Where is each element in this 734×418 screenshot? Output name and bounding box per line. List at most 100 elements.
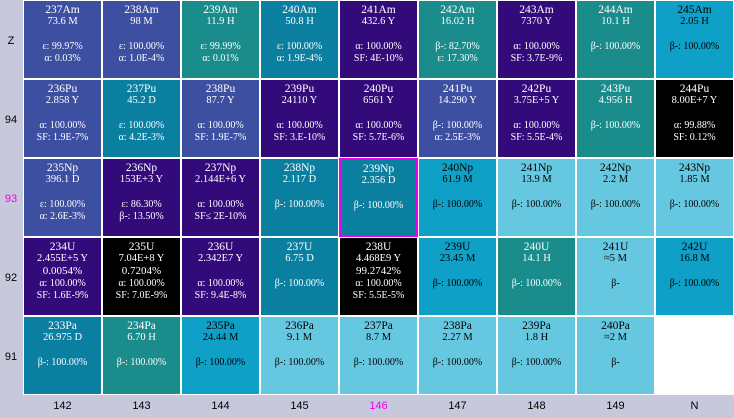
nuclide-name: 245Am bbox=[677, 4, 712, 16]
decay-mode-1: ε: 100.00% bbox=[276, 41, 323, 52]
decay-mode-1: α: 100.00% bbox=[39, 278, 86, 289]
nuclide-cell[interactable]: 237Pa 8.7 M β-: 100.00% bbox=[339, 316, 418, 395]
nuclide-name: 239Pa bbox=[522, 320, 551, 332]
nuclide-cell[interactable]: 240Pa ≈2 M β- bbox=[576, 316, 655, 395]
nuclide-cell[interactable]: 235Pa 24.44 M β-: 100.00% bbox=[181, 316, 260, 395]
nuclide-cell[interactable]: 234U 2.455E+5 Y 0.0054% α: 100.00% SF: 1.6E-… bbox=[23, 237, 102, 316]
decay-mode-1: α: 100.00% bbox=[355, 41, 402, 52]
nuclide-name: 238Pa bbox=[443, 320, 472, 332]
decay-mode-1: ε: 100.00% bbox=[118, 41, 165, 52]
nuclide-cell[interactable]: 238Pu 87.7 Y α: 100.00% SF: 1.9E-7% bbox=[181, 79, 260, 158]
decay-mode-1: α: 100.00% bbox=[118, 278, 165, 289]
decay-mode-1: β- bbox=[611, 278, 620, 289]
nuclide-cell[interactable]: 239Pa 1.8 H β-: 100.00% bbox=[497, 316, 576, 395]
nuclide-cell[interactable]: 241Pu 14.290 Y β-: 100.00% α: 2.5E-3% bbox=[418, 79, 497, 158]
half-life: 16.02 H bbox=[440, 16, 475, 27]
decay-mode-2: SF: 0.12% bbox=[673, 132, 716, 143]
nuclide-cell[interactable]: 240Np 61.9 M β-: 100.00% bbox=[418, 158, 497, 237]
nuclide-cell[interactable]: 236Np 153E+3 Y ε: 86.30% β-: 13.50% bbox=[102, 158, 181, 237]
decay-mode-1: α: 100.00% bbox=[197, 120, 244, 131]
nuclide-cell[interactable]: 244Pu 8.00E+7 Y α: 99.88% SF: 0.12% bbox=[655, 79, 734, 158]
nuclide-cell[interactable]: 237U 6.75 D β-: 100.00% bbox=[260, 237, 339, 316]
nuclide-cell[interactable]: 242U 16.8 M β-: 100.00% bbox=[655, 237, 734, 316]
abundance: 0.7204% bbox=[121, 265, 162, 277]
nuclide-cell[interactable]: 241Np 13.9 M β-: 100.00% bbox=[497, 158, 576, 237]
nuclide-cell[interactable]: 244Am 10.1 H β-: 100.00% bbox=[576, 0, 655, 79]
nuclide-cell[interactable]: 237Am 73.6 M ε: 99.97% α: 0.03% bbox=[23, 0, 102, 79]
nuclide-name: 235Np bbox=[46, 162, 79, 174]
half-life: ≈5 M bbox=[604, 253, 627, 264]
column-label: 144 bbox=[211, 400, 230, 412]
decay-mode-2: SF: 4E-10% bbox=[353, 53, 404, 64]
nuclide-name: 239Pu bbox=[284, 83, 315, 95]
nuclide-cell[interactable]: 235Np 396.1 D ε: 100.00% α: 2.6E-3% bbox=[23, 158, 102, 237]
decay-mode-1: ε: 99.97% bbox=[42, 41, 83, 52]
half-life: 1.8 H bbox=[524, 332, 549, 343]
nuclide-name: 236Pu bbox=[47, 83, 78, 95]
nuclide-name: 240Pa bbox=[601, 320, 630, 332]
nuclide-name: 242Am bbox=[440, 4, 475, 16]
decay-mode-1: α: 100.00% bbox=[513, 120, 560, 131]
half-life: 1.85 M bbox=[679, 174, 710, 185]
nuclide-cell[interactable]: 237Np 2.144E+6 Y α: 100.00% SF≤ 2E-10% bbox=[181, 158, 260, 237]
nuclide-cell[interactable]: 236Pa 9.1 M β-: 100.00% bbox=[260, 316, 339, 395]
nuclide-name: 236Pa bbox=[285, 320, 314, 332]
nuclide-cell[interactable]: 238Pa 2.27 M β-: 100.00% bbox=[418, 316, 497, 395]
nuclide-cell[interactable]: 243Np 1.85 M β-: 100.00% bbox=[655, 158, 734, 237]
nuclide-cell[interactable]: 243Pu 4.956 H β-: 100.00% bbox=[576, 79, 655, 158]
row-label: 91 bbox=[4, 351, 18, 363]
nuclide-cell[interactable]: 236Pu 2.858 Y α: 100.00% SF: 1.9E-7% bbox=[23, 79, 102, 158]
decay-mode-1: α: 100.00% bbox=[355, 120, 402, 131]
nuclide-cell[interactable]: 240Am 50.8 H ε: 100.00% α: 1.9E-4% bbox=[260, 0, 339, 79]
nuclide-name: 243Am bbox=[519, 4, 554, 16]
nuclide-cell[interactable]: 239U 23.45 M β-: 100.00% bbox=[418, 237, 497, 316]
nuclide-name: 235Pa bbox=[206, 320, 235, 332]
nuclide-cell[interactable]: 237Pu 45.2 D ε: 100.00% α: 4.2E-3% bbox=[102, 79, 181, 158]
nuclide-name: 240Pu bbox=[363, 83, 394, 95]
abundance: 0.0054% bbox=[42, 265, 83, 277]
nuclide-cell[interactable]: 239Np 2.356 D β-: 100.00% bbox=[339, 158, 418, 237]
decay-mode-1: β-: 100.00% bbox=[274, 199, 325, 210]
column-label: 148 bbox=[527, 400, 546, 412]
decay-mode-1: β-: 100.00% bbox=[590, 199, 641, 210]
nuclide-cell[interactable]: 238Am 98 M ε: 100.00% α: 1.0E-4% bbox=[102, 0, 181, 79]
nuclide-cell[interactable]: 242Am 16.02 H β-: 82.70% ε: 17.30% bbox=[418, 0, 497, 79]
nuclide-cell[interactable]: 245Am 2.05 H β-: 100.00% bbox=[655, 0, 734, 79]
nuclide-name: 233Pa bbox=[48, 320, 77, 332]
nuclide-cell[interactable]: 235U 7.04E+8 Y 0.7204% α: 100.00% SF: 7.0E-9… bbox=[102, 237, 181, 316]
nuclide-cell[interactable]: 238U 4.468E9 Y 99.2742% α: 100.00% SF: 5.5E-… bbox=[339, 237, 418, 316]
abundance: 99.2742% bbox=[356, 265, 401, 277]
nuclide-cell[interactable]: 242Np 2.2 M β-: 100.00% bbox=[576, 158, 655, 237]
nuclide-cell[interactable]: 241U ≈5 M β- bbox=[576, 237, 655, 316]
column-label: 145 bbox=[290, 400, 309, 412]
nuclide-cell[interactable]: 240U 14.1 H β-: 100.00% bbox=[497, 237, 576, 316]
half-life: 73.6 M bbox=[47, 16, 78, 27]
nuclide-cell[interactable]: 239Am 11.9 H ε: 99.99% α: 0.01% bbox=[181, 0, 260, 79]
column-label: 147 bbox=[448, 400, 467, 412]
nuclide-name: 240Np bbox=[441, 162, 474, 174]
half-life: 2.356 D bbox=[361, 175, 396, 186]
nuclide-name: 237Pu bbox=[126, 83, 157, 95]
column-label: 146 bbox=[369, 400, 388, 412]
nuclide-cell[interactable]: 243Am 7370 Y α: 100.00% SF: 3.7E-9% bbox=[497, 0, 576, 79]
half-life: 24110 Y bbox=[281, 95, 318, 106]
empty-cell bbox=[655, 316, 734, 395]
nuclide-name: 243Pu bbox=[600, 83, 631, 95]
nuclide-cell[interactable]: 241Am 432.6 Y α: 100.00% SF: 4E-10% bbox=[339, 0, 418, 79]
decay-mode-2: SF: 5.5E-5% bbox=[352, 290, 405, 301]
half-life: 87.7 Y bbox=[206, 95, 235, 106]
nuclide-cell[interactable]: 242Pu 3.75E+5 Y α: 100.00% SF: 5.5E-4% bbox=[497, 79, 576, 158]
nuclide-cell[interactable]: 238Np 2.117 D β-: 100.00% bbox=[260, 158, 339, 237]
nuclide-cell[interactable]: 239Pu 24110 Y α: 100.00% SF: 3.E-10% bbox=[260, 79, 339, 158]
decay-mode-1: β-: 100.00% bbox=[669, 41, 720, 52]
decay-mode-1: β-: 100.00% bbox=[353, 357, 404, 368]
nuclide-cell[interactable]: 236U 2.342E7 Y α: 100.00% SF: 9.4E-8% bbox=[181, 237, 260, 316]
nuclide-cell[interactable]: 233Pa 26.975 D β-: 100.00% bbox=[23, 316, 102, 395]
half-life: 2.2 M bbox=[602, 174, 629, 185]
half-life: 2.455E+5 Y bbox=[36, 253, 89, 264]
column-label: 143 bbox=[132, 400, 151, 412]
decay-mode-1: β-: 100.00% bbox=[669, 278, 720, 289]
decay-mode-2: α: 4.2E-3% bbox=[118, 132, 165, 143]
nuclide-cell[interactable]: 234Pa 6.70 H β-: 100.00% bbox=[102, 316, 181, 395]
nuclide-cell[interactable]: 240Pu 6561 Y α: 100.00% SF: 5.7E-6% bbox=[339, 79, 418, 158]
